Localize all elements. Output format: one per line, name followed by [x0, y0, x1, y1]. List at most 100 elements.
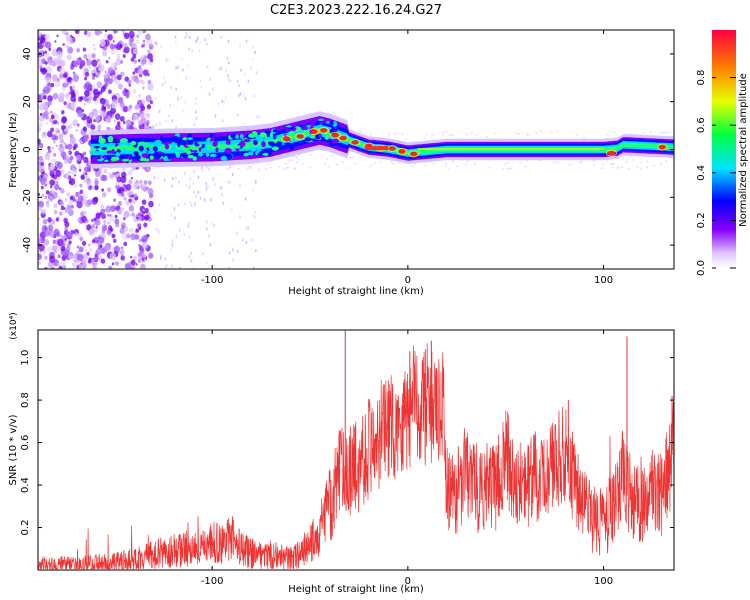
spectrogram-noise-cell — [101, 225, 105, 229]
spectrogram-noise-cell — [78, 263, 84, 269]
spectrogram-noise-cell — [167, 59, 169, 63]
spectrogram-noise-cell — [444, 165, 447, 167]
spectrogram-ridge-blob — [145, 142, 150, 146]
spectrogram-noise-cell — [43, 95, 47, 100]
spectrogram-noise-cell — [63, 73, 68, 79]
spectrogram-noise-cell — [629, 155, 632, 157]
spectrogram-noise-cell — [120, 222, 126, 229]
spectrogram-ridge-blob — [101, 155, 106, 159]
spectrogram-noise-cell — [199, 196, 202, 200]
spectrogram-noise-cell — [131, 76, 135, 81]
spectrogram-noise-cell — [38, 142, 44, 149]
colorbar-tick-label: 0.0 — [696, 260, 707, 276]
spectrogram-noise-cell — [58, 92, 65, 100]
spectrogram-noise-cell — [155, 96, 157, 100]
spectrogram-noise-cell — [74, 184, 77, 188]
spectrogram-noise-cell — [411, 165, 414, 167]
spectrogram-noise-cell — [82, 126, 87, 132]
snr-series — [38, 330, 674, 570]
spectrogram-ridge-blob — [243, 138, 251, 143]
spectrogram-noise-cell — [115, 124, 121, 132]
spectrogram-noise-cell — [130, 233, 137, 241]
spectrogram-noise-cell — [580, 160, 583, 163]
spectrogram-noise-cell — [185, 76, 188, 80]
spectrogram-noise-cell — [508, 167, 511, 170]
spectrogram-noise-cell — [81, 240, 87, 246]
spectrogram-noise-cell — [38, 30, 42, 38]
spectrogram-noise-cell — [239, 44, 241, 48]
spectrogram-noise-cell — [147, 187, 154, 195]
spectrogram-noise-cell — [52, 174, 58, 180]
spectrogram-noise-cell — [172, 177, 174, 181]
spectrogram-noise-cell — [255, 115, 258, 119]
spectrogram-noise-cell — [94, 185, 99, 191]
spectrogram-noise-cell — [166, 264, 168, 268]
spectrogram-noise-cell — [53, 228, 60, 236]
spectrogram-noise-cell — [635, 165, 638, 168]
spectrogram-noise-cell — [206, 65, 209, 69]
spectrogram-noise-cell — [359, 130, 362, 133]
spectrogram-noise-cell — [49, 225, 54, 231]
spectrogram-noise-cell — [625, 161, 628, 163]
spectrogram-noise-cell — [245, 39, 248, 43]
spectrogram-ridge-blob — [141, 153, 149, 158]
spectrogram-noise-cell — [70, 89, 75, 95]
spectrogram-noise-cell — [103, 168, 108, 174]
spectrogram-noise-cell — [160, 45, 162, 49]
spectrogram-noise-cell — [309, 167, 312, 169]
spectrogram-noise-cell — [146, 233, 150, 238]
spectrogram-noise-cell — [117, 200, 123, 206]
spectrogram-noise-cell — [206, 220, 208, 224]
spectrogram-noise-cell — [283, 168, 286, 170]
spectrogram-noise-cell — [229, 180, 231, 184]
spectrogram-noise-cell — [425, 133, 428, 136]
spectrogram-noise-cell — [192, 267, 194, 269]
spectrogram-noise-cell — [137, 258, 142, 263]
spectrogram-noise-cell — [178, 266, 181, 269]
spectrogram-noise-cell — [487, 167, 490, 169]
spectrogram-noise-cell — [61, 86, 66, 92]
spectrogram-noise-cell — [47, 130, 53, 138]
spectrogram-noise-cell — [226, 168, 229, 170]
spectrogram-noise-cell — [140, 105, 146, 111]
spectrogram-noise-cell — [323, 162, 326, 164]
spectrogram-noise-cell — [142, 86, 145, 90]
spectrogram-noise-cell — [297, 155, 300, 157]
spectrogram-noise-cell — [622, 156, 625, 159]
spectrogram-noise-cell — [116, 43, 122, 50]
spectrogram-noise-cell — [76, 123, 80, 127]
spectrogram-noise-cell — [86, 133, 89, 137]
spectrogram-noise-cell — [208, 168, 210, 172]
spectrogram-noise-cell — [193, 123, 196, 127]
spectrogram-noise-cell — [123, 241, 128, 247]
spectrogram-ridge-blob — [205, 139, 211, 143]
spectrogram-noise-cell — [114, 214, 118, 219]
spectrogram-noise-cell — [114, 113, 121, 121]
spectrogram-noise-cell — [50, 185, 53, 189]
spectrogram-noise-cell — [175, 66, 177, 70]
spectrogram-ridge-blob — [159, 136, 163, 142]
spectrogram-ridge-blob — [201, 144, 206, 147]
spectrogram-noise-cell — [101, 188, 105, 192]
spectrogram-ridge-blob — [179, 140, 187, 146]
spectrogram-noise-cell — [129, 227, 134, 233]
spectrogram-noise-cell — [59, 59, 66, 67]
spectrogram-noise-cell — [612, 163, 615, 165]
spectrogram-noise-cell — [149, 100, 153, 105]
spectrogram-noise-cell — [60, 205, 65, 211]
spectrogram-noise-cell — [57, 262, 61, 267]
spectrogram-noise-cell — [401, 133, 404, 135]
spectrogram-noise-cell — [83, 102, 86, 106]
spectrogram-ridge-blob — [231, 140, 235, 145]
spectrogram-noise-cell — [75, 128, 79, 132]
spectrogram-noise-cell — [54, 40, 57, 43]
spectrogram-noise-cell — [101, 213, 106, 220]
spectrogram-noise-cell — [158, 109, 161, 113]
spectrogram-noise-cell — [105, 115, 108, 119]
spectrogram-noise-cell — [147, 73, 150, 76]
spectrogram-noise-cell — [81, 109, 85, 113]
spectrogram-noise-cell — [40, 37, 46, 44]
spectrogram-noise-cell — [255, 248, 257, 252]
colorbar-gradient — [712, 30, 736, 268]
snr-xtick-label: 100 — [594, 576, 613, 587]
